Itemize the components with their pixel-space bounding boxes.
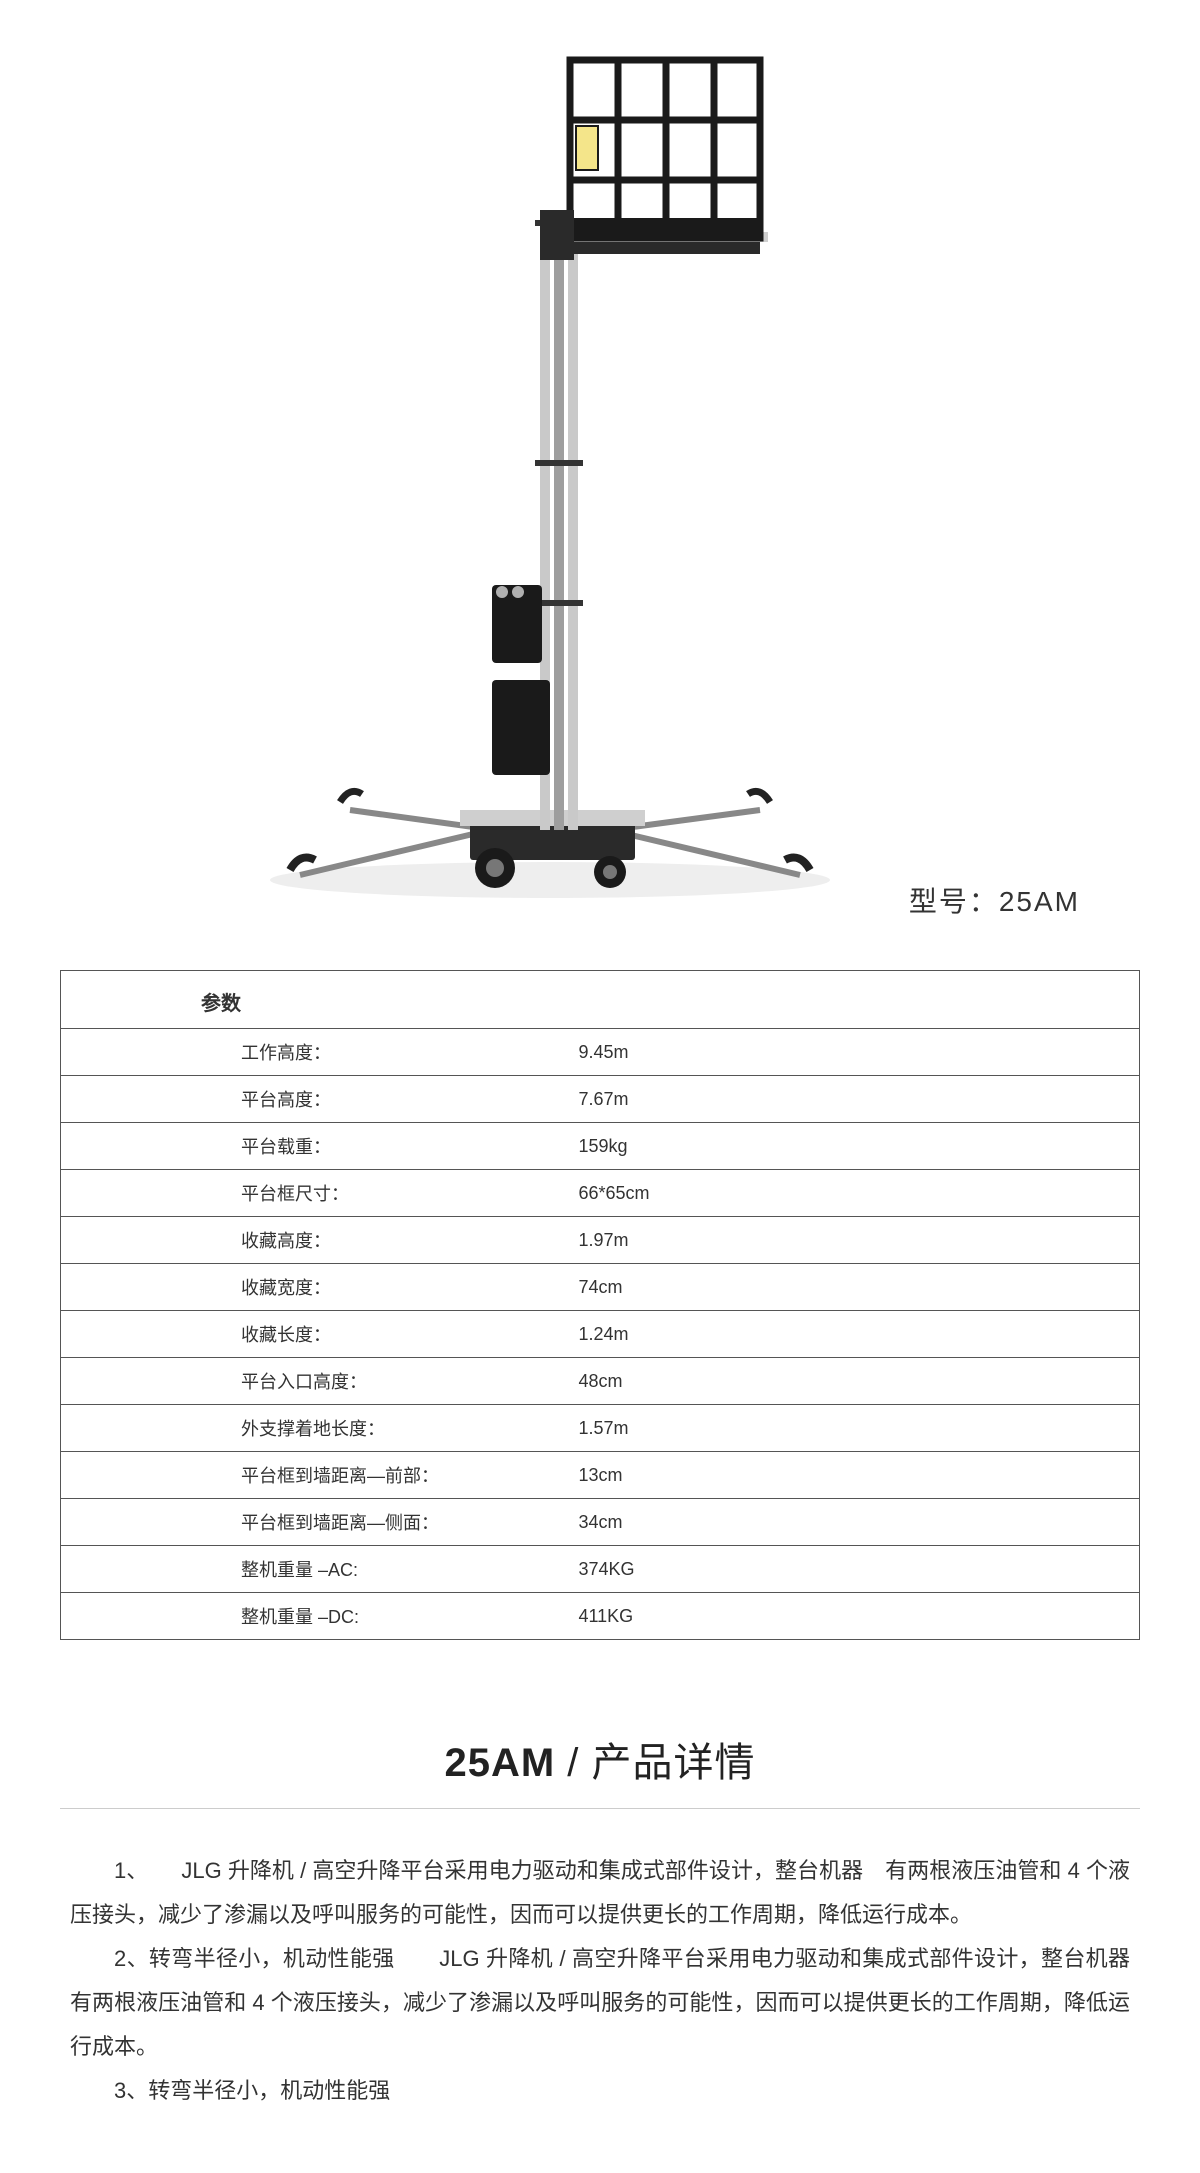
- spec-label: 平台框到墙距离—侧面：: [61, 1499, 578, 1546]
- spec-value: 1.97m: [578, 1217, 1139, 1264]
- spec-label: 平台载重：: [61, 1123, 578, 1170]
- spec-label: 平台高度：: [61, 1076, 578, 1123]
- spec-label: 收藏长度：: [61, 1311, 578, 1358]
- spec-label: 整机重量 –DC:: [61, 1593, 578, 1640]
- spec-label: 平台框到墙距离—前部：: [61, 1452, 578, 1499]
- spec-value: 7.67m: [578, 1076, 1139, 1123]
- details-body: 1、 JLG 升降机 / 高空升降平台采用电力驱动和集成式部件设计，整台机器 有…: [60, 1849, 1140, 2113]
- details-title: 25AM / 产品详情: [60, 1730, 1140, 1788]
- table-row: 平台框尺寸：66*65cm: [61, 1170, 1139, 1217]
- table-row: 平台高度：7.67m: [61, 1076, 1139, 1123]
- spec-label: 收藏高度：: [61, 1217, 578, 1264]
- spec-value: 159kg: [578, 1123, 1139, 1170]
- details-divider: [60, 1808, 1140, 1809]
- spec-table-header: 参数: [61, 971, 1139, 1029]
- spec-label: 外支撑着地长度：: [61, 1405, 578, 1452]
- spec-table: 参数 工作高度：9.45m平台高度：7.67m平台载重：159kg平台框尺寸：6…: [60, 970, 1140, 1640]
- table-row: 平台入口高度：48cm: [61, 1358, 1139, 1405]
- table-row: 收藏宽度：74cm: [61, 1264, 1139, 1311]
- table-row: 整机重量 –DC:411KG: [61, 1593, 1139, 1640]
- spec-label: 收藏宽度：: [61, 1264, 578, 1311]
- table-row: 收藏长度：1.24m: [61, 1311, 1139, 1358]
- spec-value: 1.24m: [578, 1311, 1139, 1358]
- spec-label: 工作高度：: [61, 1029, 578, 1076]
- details-title-rest: 产品详情: [592, 1741, 756, 1785]
- details-title-sep: /: [555, 1741, 591, 1785]
- spec-value: 66*65cm: [578, 1170, 1139, 1217]
- spec-value: 13cm: [578, 1452, 1139, 1499]
- hero-area: 型号：25AM: [60, 40, 1140, 940]
- spec-value: 74cm: [578, 1264, 1139, 1311]
- page: 型号：25AM 参数 工作高度：9.45m平台高度：7.67m平台载重：159k…: [0, 0, 1200, 2173]
- model-label: 型号：25AM: [909, 880, 1080, 920]
- table-row: 整机重量 –AC:374KG: [61, 1546, 1139, 1593]
- spec-value: 411KG: [578, 1593, 1139, 1640]
- model-label-prefix: 型号：: [909, 886, 999, 917]
- table-row: 平台框到墙距离—前部：13cm: [61, 1452, 1139, 1499]
- details-paragraph: 3、转弯半径小，机动性能强: [70, 2069, 1130, 2113]
- table-row: 收藏高度：1.97m: [61, 1217, 1139, 1264]
- spec-value: 48cm: [578, 1358, 1139, 1405]
- details-paragraph: 1、 JLG 升降机 / 高空升降平台采用电力驱动和集成式部件设计，整台机器 有…: [70, 1849, 1130, 1937]
- spec-value: 34cm: [578, 1499, 1139, 1546]
- table-row: 工作高度：9.45m: [61, 1029, 1139, 1076]
- model-name: 25AM: [999, 886, 1080, 917]
- table-row: 平台载重：159kg: [61, 1123, 1139, 1170]
- spec-value: 9.45m: [578, 1029, 1139, 1076]
- spec-label: 平台入口高度：: [61, 1358, 578, 1405]
- details-paragraph: 2、转弯半径小，机动性能强 JLG 升降机 / 高空升降平台采用电力驱动和集成式…: [70, 1937, 1130, 2069]
- spec-label: 整机重量 –AC:: [61, 1546, 578, 1593]
- spec-value: 1.57m: [578, 1405, 1139, 1452]
- details-title-model: 25AM: [444, 1741, 555, 1785]
- product-illustration: [240, 40, 860, 910]
- spec-value: 374KG: [578, 1546, 1139, 1593]
- table-row: 外支撑着地长度：1.57m: [61, 1405, 1139, 1452]
- spec-label: 平台框尺寸：: [61, 1170, 578, 1217]
- table-row: 平台框到墙距离—侧面：34cm: [61, 1499, 1139, 1546]
